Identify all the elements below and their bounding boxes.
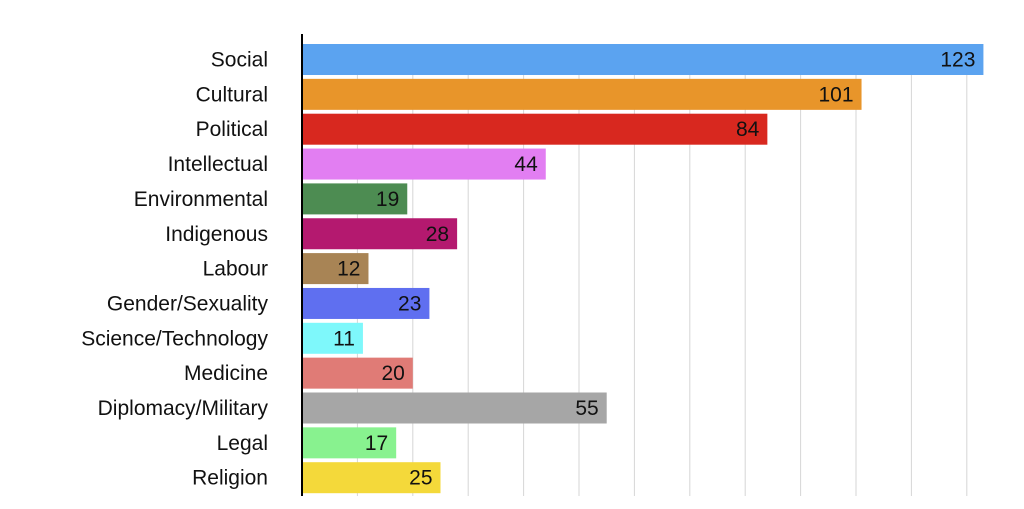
category-label-science-technology: Science/Technology [81,327,268,350]
bar-indigenous [302,218,458,250]
category-label-labour: Labour [203,258,268,281]
bars [302,44,984,494]
bar-political [302,113,768,145]
value-label-labour: 12 [337,258,360,281]
value-label-social: 123 [940,49,975,72]
category-label-cultural: Cultural [196,83,268,106]
value-label-science-technology: 11 [333,327,355,350]
value-label-environmental: 19 [376,188,399,211]
value-label-gender-sexuality: 23 [398,292,421,315]
gridlines [356,44,968,496]
category-label-indigenous: Indigenous [165,223,268,246]
bar-science-technology [302,322,363,354]
value-label-cultural: 101 [818,83,853,106]
value-label-legal: 17 [365,432,388,455]
category-label-intellectual: Intellectual [168,153,268,176]
value-label-political: 84 [736,118,760,141]
bar-intellectual [302,148,546,180]
bar-labour [302,253,369,285]
value-label-diplomacy-military: 55 [575,397,598,420]
bar-diplomacy-military [302,392,607,424]
value-labels: 123 101 84 44 19 28 12 23 11 20 55 17 25 [333,49,975,490]
value-label-indigenous: 28 [426,223,449,246]
category-label-diplomacy-military: Diplomacy/Military [98,397,269,420]
bar-medicine [302,357,413,389]
category-label-social: Social [211,49,268,72]
value-label-intellectual: 44 [514,153,538,176]
category-label-legal: Legal [217,432,268,455]
bar-cultural [302,78,862,110]
bar-social [302,44,984,75]
category-label-environmental: Environmental [134,188,268,211]
category-label-medicine: Medicine [184,362,268,385]
bar-gender-sexuality [302,287,430,319]
bar-legal [302,427,397,459]
category-label-religion: Religion [192,467,268,490]
value-label-religion: 25 [409,467,432,490]
bar-environmental [302,183,408,215]
value-label-medicine: 20 [381,362,404,385]
category-labels: Social Cultural Political Intellectual Envir… [81,49,268,490]
category-label-political: Political [196,118,268,141]
category-label-gender-sexuality: Gender/Sexuality [107,292,269,315]
bar-religion [302,462,441,494]
